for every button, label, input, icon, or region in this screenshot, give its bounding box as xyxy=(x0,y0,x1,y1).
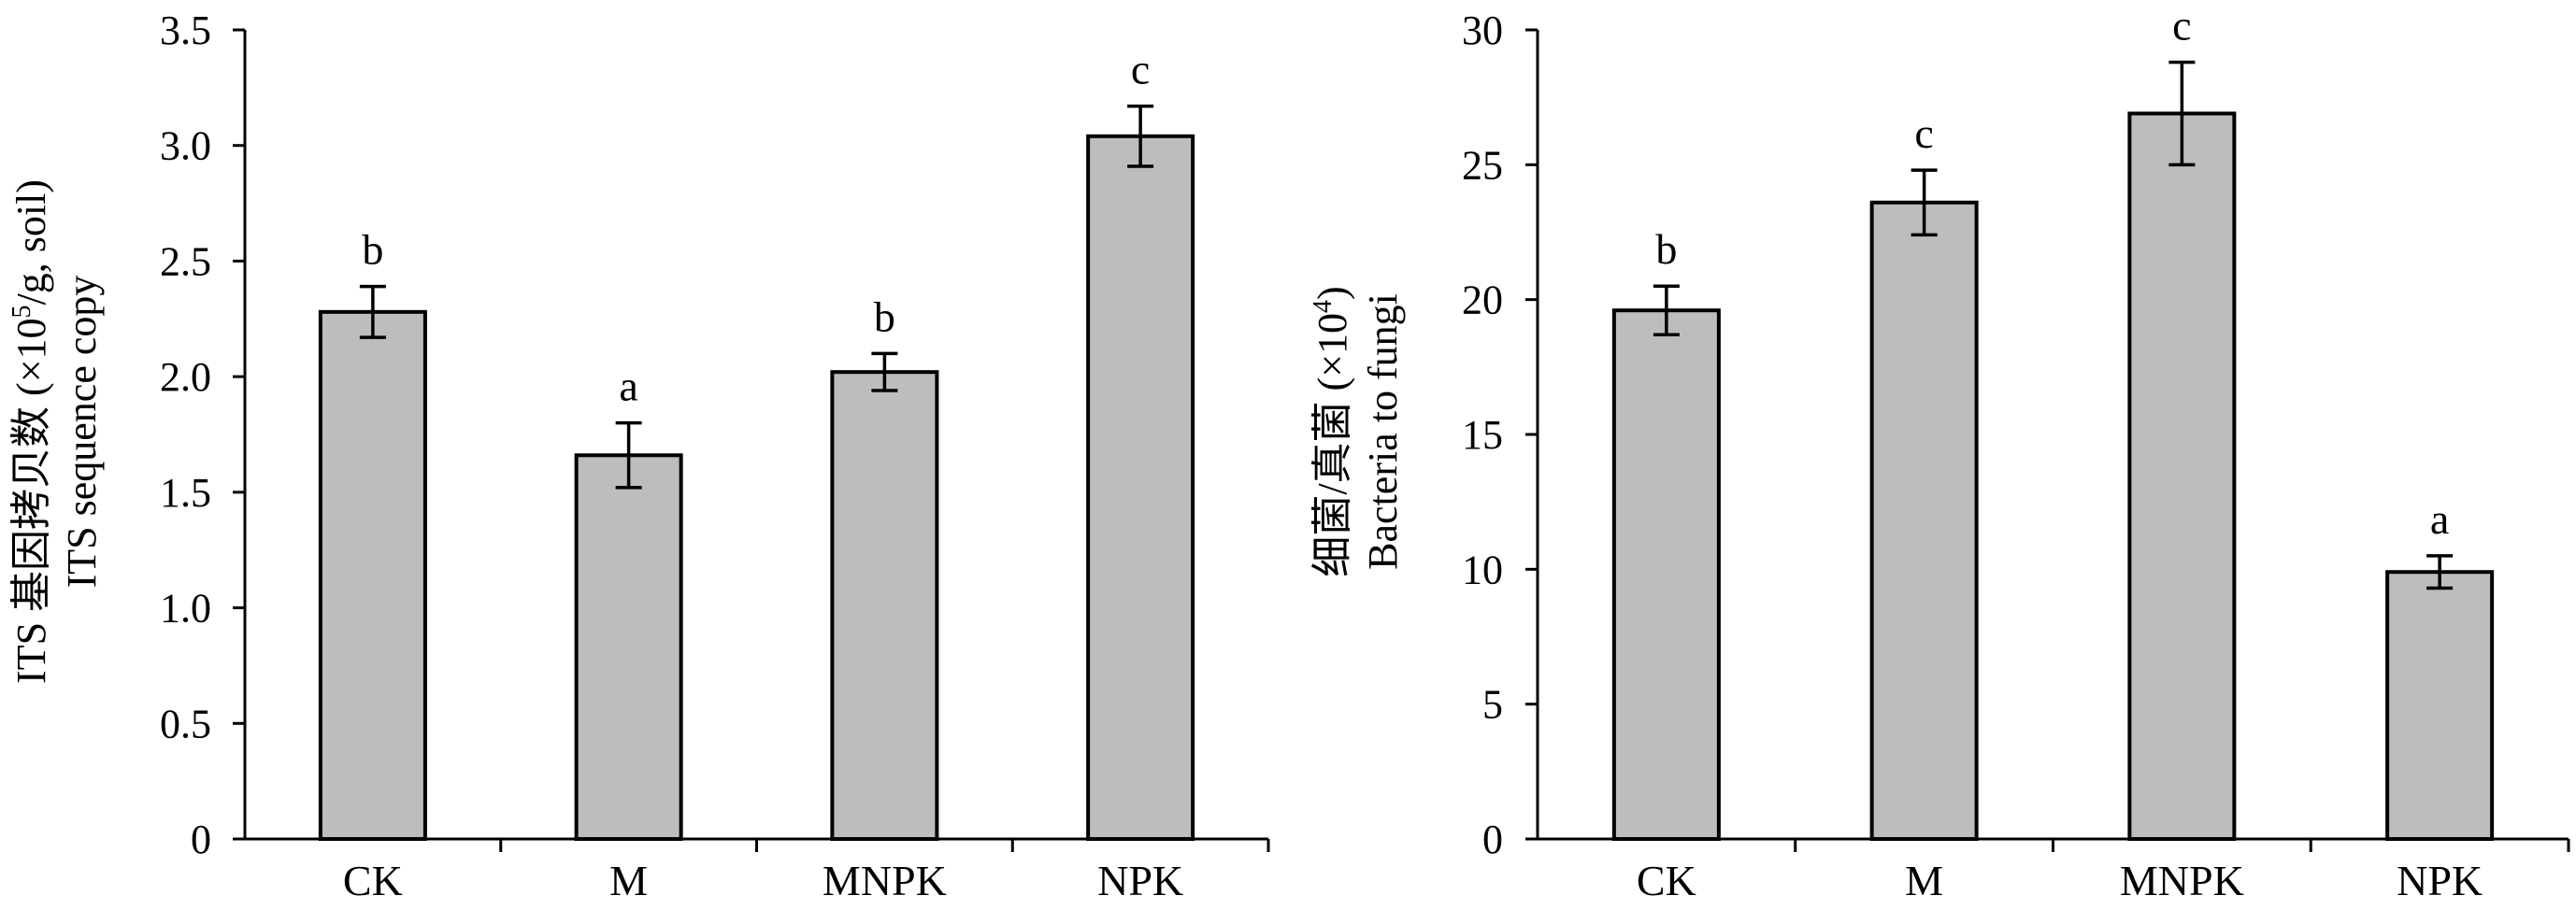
its-copy-bar-mnpk xyxy=(830,370,939,841)
ratio-y-tick-label: 20 xyxy=(1462,277,1503,323)
ratio-y-tick-label: 10 xyxy=(1462,547,1503,592)
svg-text:细菌/真菌 (×104): 细菌/真菌 (×104) xyxy=(1309,286,1355,576)
ratio-y-label-line1-pre: 细菌/真菌 (×10 xyxy=(1309,313,1355,577)
ratio-y-tick-labels: 0 5 10 15 20 25 30 xyxy=(1462,7,1503,862)
its-copy-significance-letter-ck: b xyxy=(362,226,383,274)
ratio-significance-letters: b c c a xyxy=(1655,2,2449,543)
ratio-bar-npk xyxy=(2385,570,2495,841)
its-copy-significance-letter-npk: c xyxy=(1131,46,1150,93)
its-copy-y-label-line1-pre: ITS 基因拷贝数 (×10 xyxy=(8,318,54,683)
ratio-bar-m xyxy=(1869,200,1979,842)
its-copy-y-tick-label: 3.5 xyxy=(160,7,211,53)
ratio-y-tick-label: 15 xyxy=(1462,412,1503,458)
its-copy-y-label-line2: ITS sequence copy xyxy=(59,276,105,589)
its-copy-y-label-line1-sup: 5 xyxy=(7,305,36,318)
ratio-y-tick-label: 25 xyxy=(1462,142,1503,188)
ratio-category-label-m: M xyxy=(1905,857,1943,904)
its-copy-y-tick-label: 1.0 xyxy=(160,586,211,632)
ratio-bar-ck xyxy=(1611,308,1721,842)
ratio-y-label-line1-sup: 4 xyxy=(1309,300,1338,313)
ratio-y-label-line2: Bacteria to fungi xyxy=(1360,293,1406,570)
ratio-y-label: 细菌/真菌 (×104) Bacteria to fungi xyxy=(1309,286,1406,576)
its-copy-significance-letter-mnpk: b xyxy=(874,292,895,340)
its-copy-y-label-line1-post: /g, soil) xyxy=(8,179,54,305)
ratio-bar-mnpk xyxy=(2127,111,2237,841)
its-copy-y-tick-label: 0.5 xyxy=(160,701,211,746)
ratio-significance-letter-ck: b xyxy=(1655,225,1677,273)
its-copy-category-label-m: M xyxy=(609,857,648,904)
its-copy-y-tick-label: 2.5 xyxy=(160,238,211,284)
its-copy-category-label-npk: NPK xyxy=(1097,857,1183,904)
ratio-error-bars xyxy=(1653,60,2454,590)
its-copy-bar-npk xyxy=(1086,134,1195,841)
its-copy-y-tick-label: 3.0 xyxy=(160,123,211,169)
ratio-category-label-npk: NPK xyxy=(2397,857,2483,904)
ratio-y-tick-label: 30 xyxy=(1462,7,1503,53)
its-copy-y-tick-labels: 0 0.5 1.0 1.5 2.0 2.5 3.0 3.5 xyxy=(160,7,211,862)
its-copy-significance-letter-m: a xyxy=(619,362,637,410)
ratio-significance-letter-mnpk: c xyxy=(2172,2,2191,50)
ratio-significance-letter-m: c xyxy=(1914,109,1933,157)
ratio-category-label-ck: CK xyxy=(1637,857,1696,904)
its-copy-y-label: ITS 基因拷贝数 (×105/g, soil) ITS sequence co… xyxy=(7,179,105,684)
its-copy-y-tick-label: 2.0 xyxy=(160,354,211,400)
its-copy-bar-ck xyxy=(318,309,427,841)
its-copy-error-bars xyxy=(359,104,1154,490)
ratio-y-tick-label: 0 xyxy=(1482,817,1503,862)
ratio-y-label-line1-post: ) xyxy=(1309,286,1355,300)
its-copy-bars xyxy=(318,134,1195,841)
its-copy-category-label-ck: CK xyxy=(343,857,403,904)
its-copy-y-tick-label: 0 xyxy=(191,817,211,862)
ratio-category-labels: CK M MNPK NPK xyxy=(1637,857,2483,904)
ratio-significance-letter-npk: a xyxy=(2430,495,2449,543)
ratio-y-tick-label: 5 xyxy=(1482,682,1503,728)
svg-text:ITS 基因拷贝数 (×105/g, soil): ITS 基因拷贝数 (×105/g, soil) xyxy=(7,179,54,684)
its-copy-significance-letters: b a b c xyxy=(362,46,1150,410)
its-copy-category-label-mnpk: MNPK xyxy=(823,857,947,904)
its-copy-y-tick-label: 1.5 xyxy=(160,470,211,516)
its-copy-category-labels: CK M MNPK NPK xyxy=(343,857,1183,904)
its-copy-panel: b a b c CK M MNPK NPK 0 0.5 1.0 1.5 2.0 2.5 3.0 3.5 I… xyxy=(7,7,1270,904)
bacteria-fungi-ratio-panel: b c c a CK M MNPK NPK 0 5 10 15 20 25 30 细菌/真菌 (×104… xyxy=(1309,2,2570,904)
ratio-category-label-mnpk: MNPK xyxy=(2120,857,2244,904)
its-copy-bar-m xyxy=(574,453,683,841)
